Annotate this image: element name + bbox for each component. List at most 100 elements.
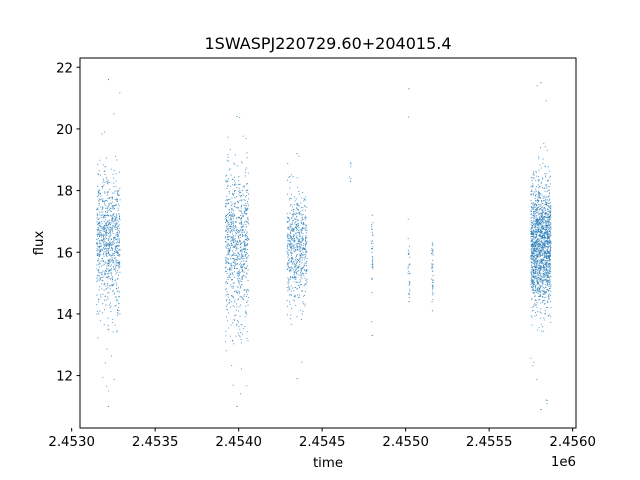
- data-point: [539, 222, 541, 224]
- data-point: [409, 263, 411, 265]
- data-point: [548, 242, 550, 244]
- data-point: [548, 227, 550, 229]
- data-point: [546, 204, 548, 206]
- data-point: [546, 307, 548, 309]
- data-point: [306, 270, 308, 272]
- data-point: [535, 179, 537, 181]
- data-point: [548, 298, 550, 300]
- data-point: [240, 222, 242, 224]
- data-point: [533, 259, 535, 261]
- data-point: [247, 300, 249, 302]
- data-point: [230, 265, 232, 266]
- data-point: [99, 231, 101, 233]
- data-point: [541, 212, 543, 214]
- data-point: [101, 228, 103, 230]
- data-point: [294, 258, 296, 260]
- data-point: [245, 310, 247, 312]
- data-point: [227, 242, 229, 244]
- data-point: [545, 264, 547, 266]
- data-point: [288, 286, 290, 288]
- data-point: [107, 263, 109, 265]
- data-point: [106, 207, 108, 209]
- data-point: [546, 217, 548, 219]
- data-point: [226, 248, 228, 250]
- data-point: [300, 252, 302, 254]
- data-point: [229, 149, 231, 151]
- data-point: [98, 266, 100, 268]
- data-point: [101, 198, 103, 200]
- data-point: [228, 327, 230, 329]
- data-point: [298, 205, 300, 207]
- data-point: [111, 243, 113, 245]
- data-point: [226, 244, 228, 246]
- data-point: [293, 241, 295, 243]
- data-point: [233, 183, 235, 185]
- data-point: [534, 226, 536, 228]
- data-point: [296, 261, 298, 263]
- data-point: [118, 205, 120, 207]
- data-point: [226, 254, 228, 256]
- data-point: [300, 237, 302, 239]
- data-point: [96, 260, 98, 262]
- data-point: [541, 227, 543, 229]
- chart-title: 1SWASPJ220729.60+204015.4: [204, 34, 451, 53]
- data-point: [118, 303, 120, 305]
- data-point: [538, 187, 540, 189]
- data-point: [546, 249, 548, 251]
- data-point: [296, 153, 298, 155]
- data-point: [530, 315, 532, 317]
- data-point: [546, 289, 548, 291]
- data-point: [288, 288, 290, 290]
- data-point: [111, 277, 113, 279]
- data-point: [547, 252, 549, 254]
- data-point: [542, 264, 544, 266]
- data-point: [539, 185, 541, 187]
- data-point: [542, 301, 544, 303]
- data-point: [544, 252, 546, 254]
- data-point: [539, 280, 541, 282]
- data-point: [109, 269, 111, 271]
- data-point: [237, 251, 239, 253]
- data-point: [541, 251, 543, 253]
- data-point: [230, 240, 232, 242]
- data-point: [230, 237, 232, 239]
- data-point: [538, 247, 540, 249]
- data-point: [531, 233, 533, 235]
- data-point: [533, 231, 535, 233]
- data-point: [549, 214, 551, 216]
- data-point: [305, 269, 307, 271]
- data-point: [295, 224, 297, 226]
- data-point: [535, 258, 537, 260]
- data-point: [533, 361, 535, 363]
- data-point: [231, 257, 233, 259]
- data-point: [545, 212, 547, 214]
- data-point: [537, 227, 539, 229]
- data-point: [288, 228, 289, 230]
- data-point: [541, 277, 543, 279]
- data-point: [227, 244, 229, 246]
- data-point: [110, 168, 112, 170]
- data-point: [241, 264, 243, 266]
- data-point: [289, 205, 291, 207]
- data-point: [230, 185, 232, 187]
- data-point: [235, 247, 237, 249]
- data-point: [545, 222, 547, 224]
- data-point: [532, 177, 534, 179]
- data-point: [243, 260, 245, 262]
- data-point: [242, 299, 244, 301]
- data-point: [538, 291, 540, 293]
- data-point: [534, 312, 536, 314]
- data-point: [539, 279, 541, 281]
- data-point: [106, 276, 108, 278]
- data-point: [549, 176, 551, 178]
- data-point: [546, 269, 548, 271]
- data-point: [544, 255, 545, 257]
- data-point: [114, 220, 116, 222]
- data-point: [225, 266, 227, 268]
- data-point: [225, 259, 227, 261]
- data-point: [239, 236, 241, 238]
- data-point: [536, 291, 538, 293]
- data-point: [117, 238, 119, 240]
- x-axis-label: time: [313, 456, 343, 471]
- data-point: [287, 268, 289, 270]
